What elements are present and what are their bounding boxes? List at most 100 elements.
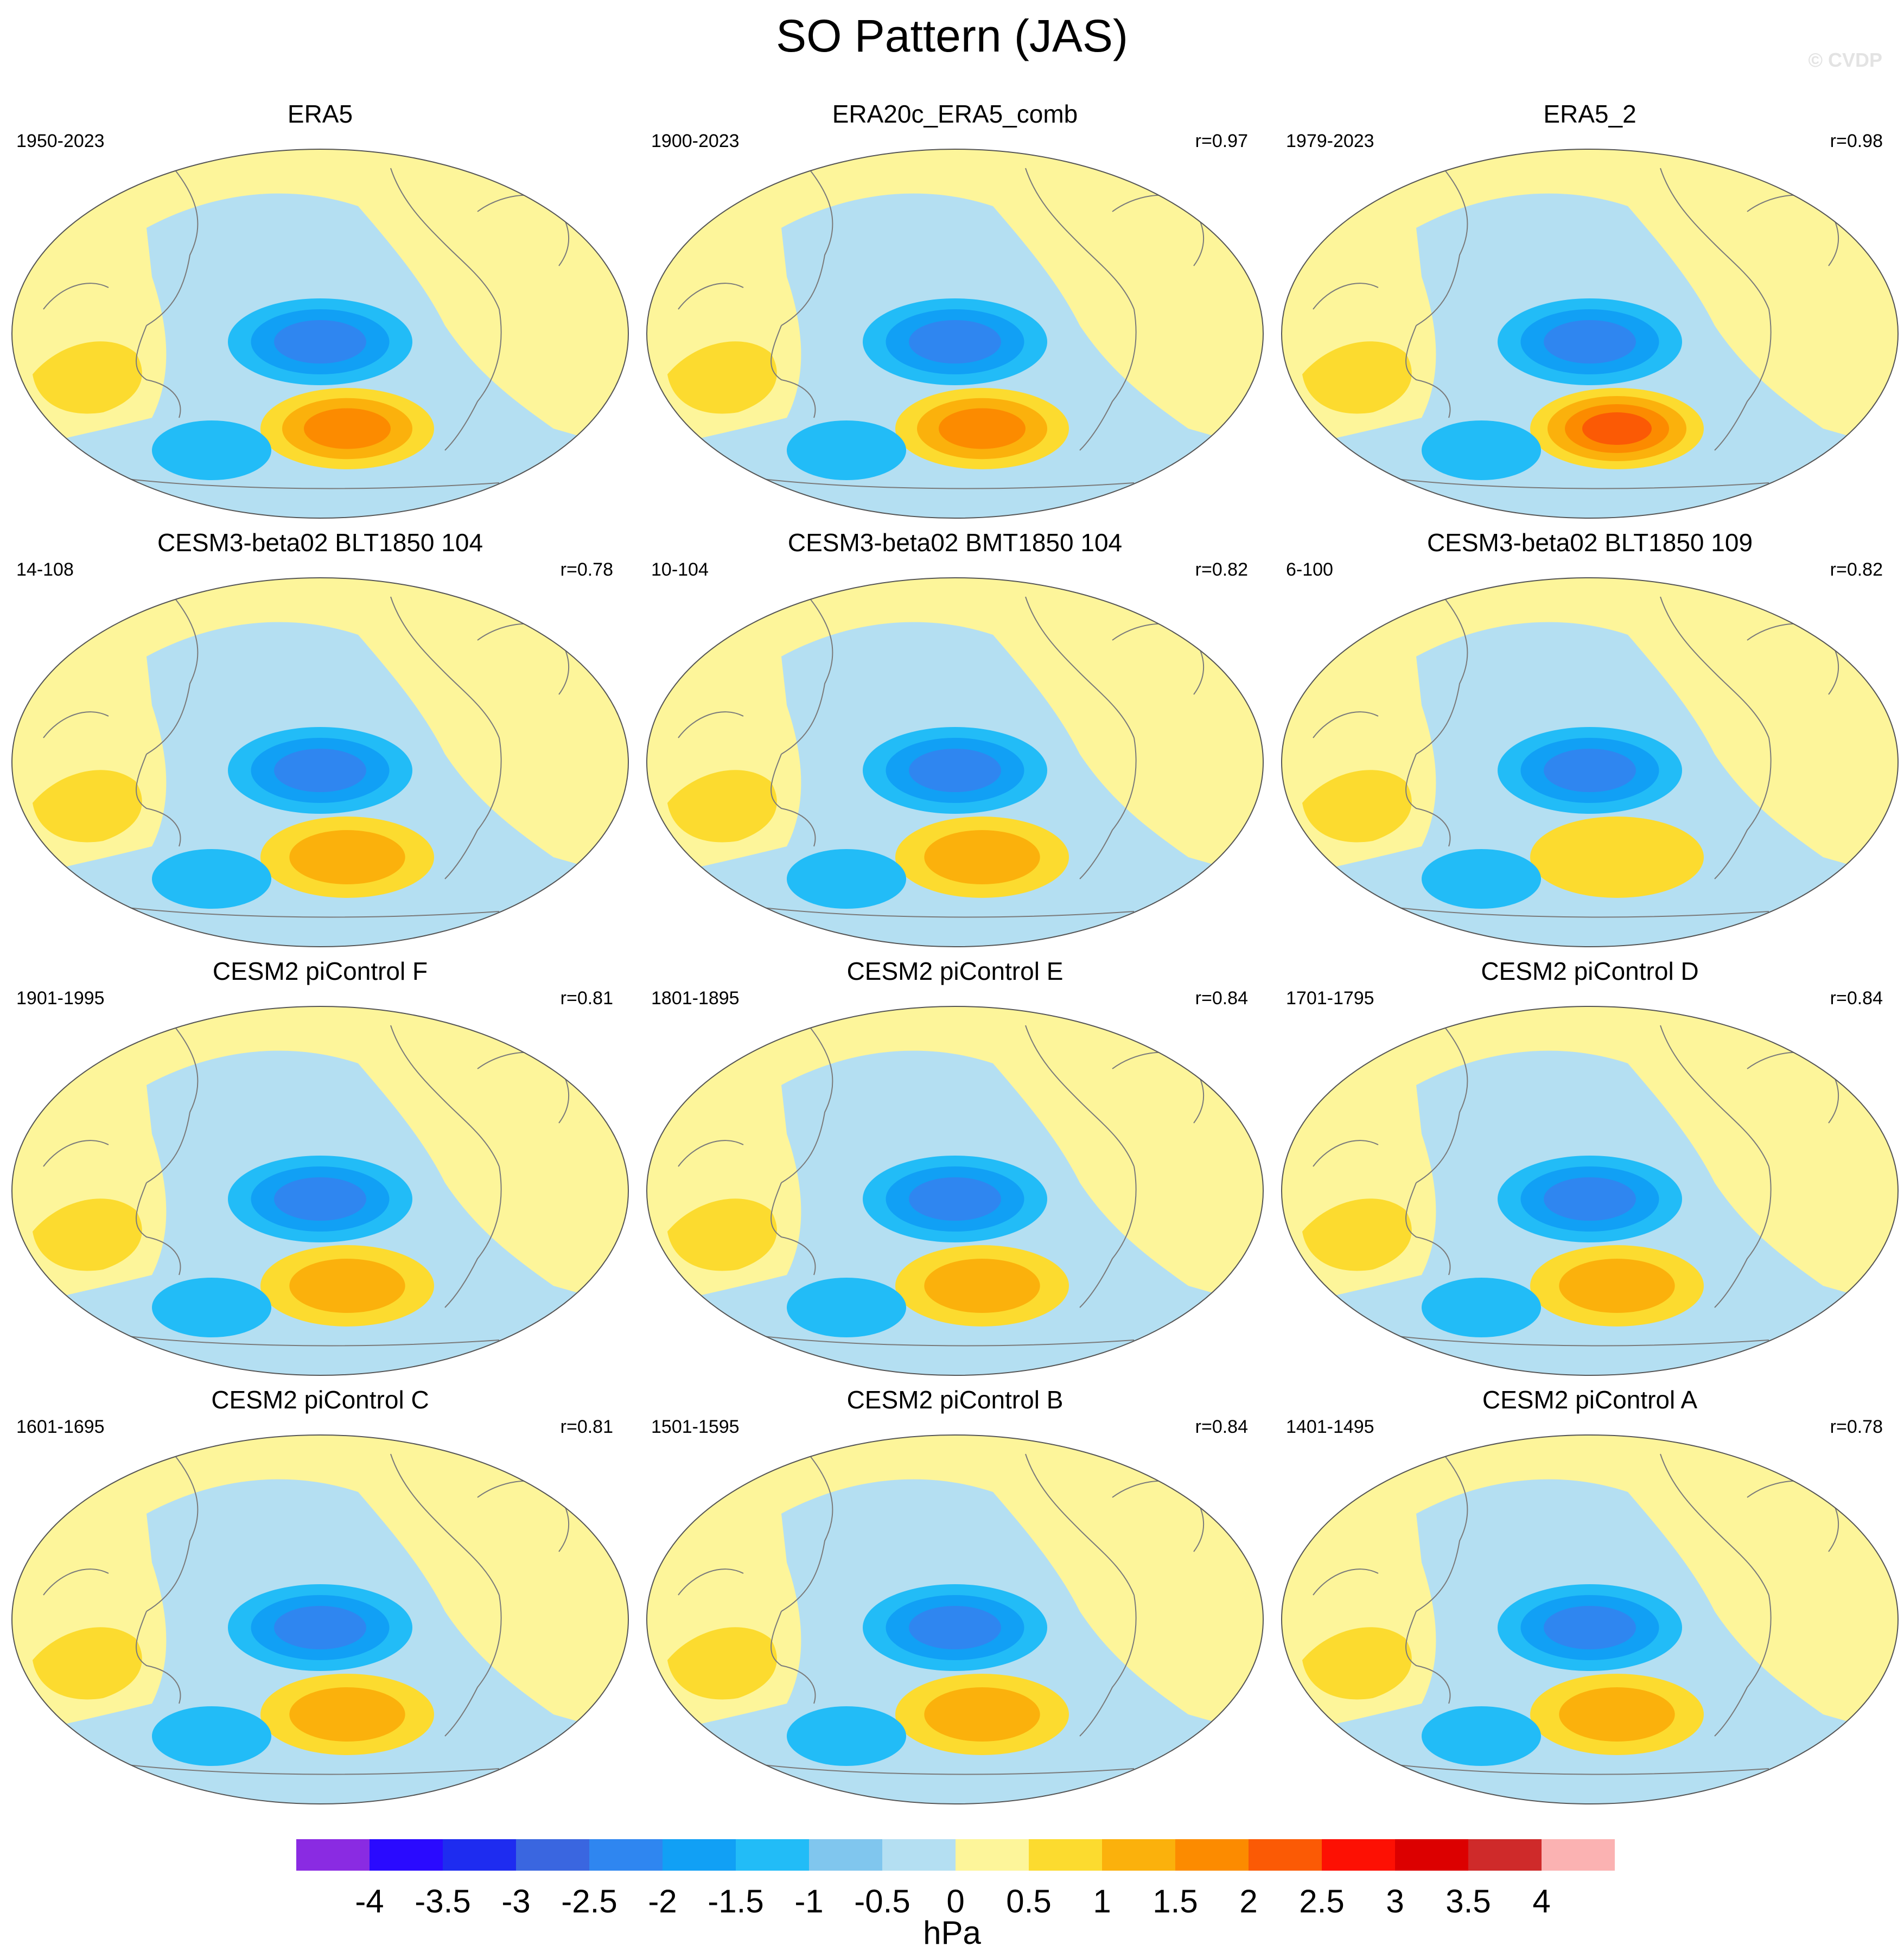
panel-year-range: 1701-1795 — [1286, 988, 1374, 1009]
panel-title: CESM2 piControl F — [212, 957, 428, 985]
colorbar-cell — [809, 1839, 882, 1871]
colorbar-cell — [956, 1839, 1029, 1871]
negative-secondary-contour — [1422, 420, 1541, 480]
robinson-map — [11, 577, 629, 947]
positive-region — [1302, 770, 1412, 843]
map-panel: CESM2 piControl F 1901-1995 r=0.81 — [5, 955, 635, 1383]
colorbar-tick-label: -3 — [501, 1883, 531, 1919]
coastline — [678, 1568, 744, 1596]
negative-secondary-contour — [787, 420, 906, 480]
map-panel: CESM3-beta02 BLT1850 104 14-108 r=0.78 — [5, 526, 635, 955]
panel-correlation: r=0.81 — [560, 1417, 613, 1437]
panel-year-range: 14-108 — [16, 559, 74, 580]
positive-region — [1302, 341, 1412, 414]
coastline — [1660, 168, 1769, 310]
coastline — [444, 1595, 502, 1737]
positive-center-contour — [924, 1687, 1040, 1742]
positive-region — [33, 1198, 142, 1271]
colorbar-cell — [1395, 1839, 1468, 1871]
coastline — [770, 1182, 816, 1275]
coastline — [781, 1453, 833, 1612]
negative-center-contour — [274, 1177, 366, 1221]
negative-center-contour — [1544, 1606, 1636, 1649]
colorbar-cell — [1249, 1839, 1322, 1871]
coastline — [136, 1611, 181, 1704]
coastline — [1714, 1595, 1772, 1737]
robinson-map — [11, 149, 629, 519]
positive-region — [667, 341, 777, 414]
panel-title: CESM2 piControl E — [846, 957, 1064, 985]
colorbar-cell — [882, 1839, 956, 1871]
coastline — [390, 596, 500, 738]
colorbar-cell — [1468, 1839, 1542, 1871]
negative-center-contour — [1544, 320, 1636, 363]
positive-center-contour — [1530, 817, 1704, 898]
coastline — [1416, 1453, 1468, 1612]
map-outline — [1281, 577, 1899, 947]
coastline — [136, 754, 181, 847]
map-outline — [1281, 1006, 1899, 1376]
coastline — [1025, 168, 1135, 310]
panel-title: CESM2 piControl B — [846, 1386, 1064, 1414]
robinson-map — [1281, 149, 1899, 519]
colorbar-tick-label: -3.5 — [415, 1883, 471, 1919]
panel-title: CESM3-beta02 BMT1850 104 — [787, 528, 1123, 557]
negative-center-contour — [909, 1606, 1001, 1649]
panel-title: ERA5_2 — [1543, 100, 1636, 128]
negative-center-contour — [1544, 1177, 1636, 1221]
coastline — [146, 168, 199, 326]
coastline — [136, 325, 181, 418]
coastline — [1079, 1166, 1137, 1308]
colorbar-tick-label: -4 — [355, 1883, 384, 1919]
colorbar-tick-label: -0.5 — [854, 1883, 910, 1919]
negative-secondary-contour — [152, 1706, 271, 1766]
watermark-logo: © CVDP — [1808, 49, 1882, 71]
coastline — [390, 1453, 500, 1596]
positive-region — [667, 770, 777, 843]
map-panel: CESM3-beta02 BLT1850 109 6-100 r=0.82 — [1275, 526, 1904, 955]
colorbar-unit-label: hPa — [923, 1915, 981, 1951]
map-panel: CESM2 piControl E 1801-1895 r=0.84 — [640, 955, 1270, 1383]
colorbar-tick-label: 3.5 — [1445, 1883, 1491, 1919]
negative-secondary-contour — [1422, 1278, 1541, 1337]
panel-correlation: r=0.82 — [1195, 559, 1248, 580]
map-panel: CESM2 piControl D 1701-1795 r=0.84 — [1275, 955, 1904, 1383]
colorbar-tick-label: 3 — [1386, 1883, 1404, 1919]
colorbar-tick-label: 1.5 — [1152, 1883, 1198, 1919]
coastline — [146, 1025, 199, 1183]
colorbar-cell — [589, 1839, 663, 1871]
coastline — [1405, 1611, 1451, 1704]
negative-center-contour — [274, 1606, 366, 1649]
panel-title: CESM2 piControl C — [211, 1386, 429, 1414]
panel-year-range: 1501-1595 — [651, 1417, 740, 1437]
positive-center-contour — [1559, 1259, 1675, 1313]
panel-title: ERA20c_ERA5_comb — [832, 100, 1078, 128]
colorbar-tick-label: -1 — [794, 1883, 824, 1919]
colorbar-cell — [516, 1839, 589, 1871]
map-outline — [11, 1434, 629, 1804]
map-panel: ERA5 1950-2023 — [5, 98, 635, 526]
panel-title: CESM3-beta02 BLT1850 104 — [157, 528, 483, 557]
negative-secondary-contour — [152, 849, 271, 909]
panel-title: CESM2 piControl D — [1481, 957, 1699, 985]
coastline — [1660, 1025, 1769, 1167]
coastline — [678, 1140, 744, 1167]
robinson-map — [646, 1434, 1264, 1804]
positive-region — [33, 1627, 142, 1700]
panel-year-range: 1979-2023 — [1286, 131, 1374, 151]
coastline — [1313, 1140, 1379, 1167]
coastline — [43, 1140, 109, 1167]
negative-secondary-contour — [1422, 849, 1541, 909]
coastline — [1025, 1453, 1135, 1596]
panel-title: CESM3-beta02 BLT1850 109 — [1427, 528, 1753, 557]
panel-correlation: r=0.78 — [1830, 1417, 1883, 1437]
robinson-map — [1281, 577, 1899, 947]
colorbar-cell — [1102, 1839, 1175, 1871]
colorbar-cell — [736, 1839, 809, 1871]
panel-year-range: 1901-1995 — [16, 988, 105, 1009]
colorbar-cell — [370, 1839, 443, 1871]
coastline — [390, 1025, 500, 1167]
panel-year-range: 1900-2023 — [651, 131, 740, 151]
map-panel: CESM2 piControl B 1501-1595 r=0.84 — [640, 1383, 1270, 1812]
coastline — [1660, 1453, 1769, 1596]
